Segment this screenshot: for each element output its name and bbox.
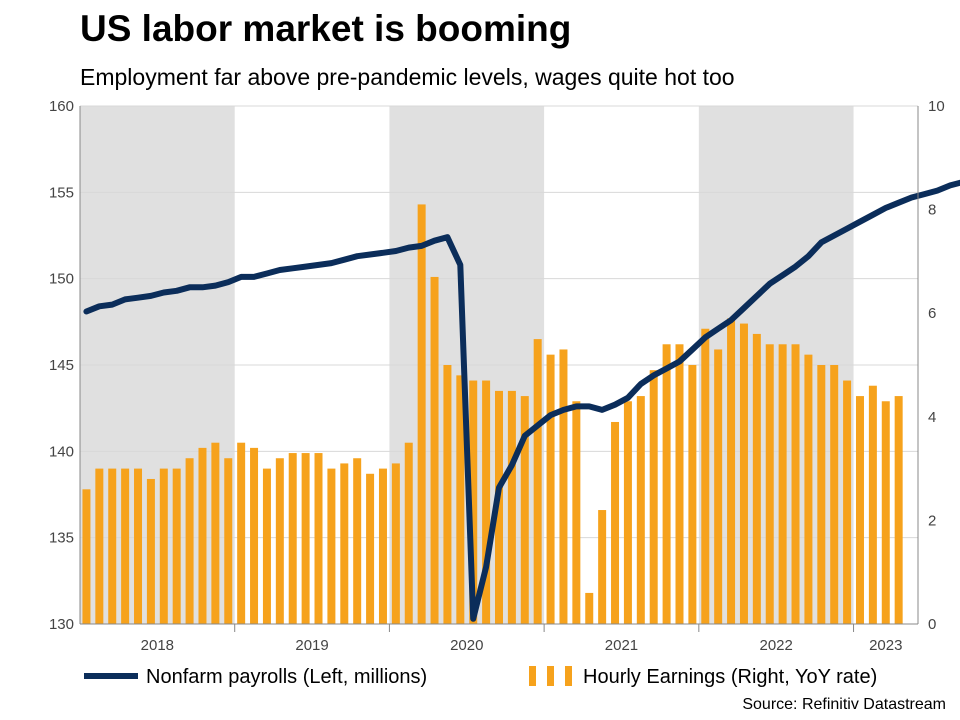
earnings-bar — [250, 447, 259, 624]
left-tick-label: 150 — [49, 271, 74, 288]
year-label: 2021 — [605, 637, 638, 654]
earnings-bar — [378, 468, 387, 624]
earnings-bar — [366, 473, 375, 624]
right-tick-label: 6 — [928, 305, 936, 322]
earnings-bar — [546, 354, 555, 624]
year-label: 2018 — [141, 637, 174, 654]
earnings-bar — [804, 354, 813, 624]
earnings-bar — [752, 333, 761, 624]
legend-bar-swatch — [547, 666, 554, 686]
earnings-bar — [82, 489, 91, 624]
earnings-bar — [301, 453, 310, 624]
earnings-bar — [469, 380, 478, 624]
earnings-bar — [688, 365, 697, 624]
earnings-bar — [211, 442, 220, 624]
axes: 130 135 140 145 150 155 160 0 2 4 6 8 10 2018 2019 2020… — [49, 98, 945, 654]
year-label: 2023 — [869, 637, 902, 654]
legend: Nonfarm payrolls (Left, millions) Hourly … — [84, 666, 877, 688]
earnings-bar — [881, 401, 890, 624]
earnings-bar — [353, 458, 362, 624]
earnings-bar — [172, 468, 181, 624]
earnings-bar — [662, 344, 671, 624]
earnings-bar — [585, 592, 594, 624]
year-label: 2019 — [295, 637, 328, 654]
earnings-bar — [791, 344, 800, 624]
earnings-bar — [185, 458, 194, 624]
earnings-bar — [417, 204, 426, 625]
earnings-bar — [894, 396, 903, 624]
earnings-bar — [778, 344, 787, 624]
payrolls-polyline — [83, 179, 960, 622]
earnings-bar — [649, 370, 658, 624]
left-tick-label: 155 — [49, 184, 74, 201]
earnings-bar — [714, 349, 723, 624]
legend-label-payrolls: Nonfarm payrolls (Left, millions) — [146, 666, 427, 688]
earnings-bar — [95, 468, 104, 624]
earnings-bar — [134, 468, 143, 624]
earnings-bar — [404, 442, 413, 624]
chart-title: US labor market is booming — [80, 8, 572, 49]
chart-subtitle: Employment far above pre-pandemic levels… — [80, 64, 735, 90]
left-tick-label: 135 — [49, 530, 74, 547]
earnings-bar — [495, 390, 503, 624]
earnings-bar — [830, 365, 839, 624]
right-tick-label: 8 — [928, 202, 936, 219]
earnings-bar — [121, 468, 130, 624]
earnings-bar — [727, 318, 736, 624]
earnings-bar — [868, 385, 877, 624]
earnings-bar — [611, 421, 620, 624]
earnings-bar — [675, 344, 684, 624]
earnings-bar — [340, 463, 349, 624]
earnings-bar — [314, 453, 323, 624]
earnings-bar — [198, 447, 207, 624]
earnings-bar — [572, 401, 581, 624]
legend-bar-swatch — [565, 666, 572, 686]
earnings-bar — [391, 463, 400, 624]
earnings-bar — [520, 396, 529, 624]
right-tick-label: 0 — [928, 616, 936, 633]
right-tick-label: 10 — [928, 98, 945, 115]
left-tick-label: 160 — [49, 98, 74, 115]
hourly-earnings-bars — [82, 204, 903, 625]
earnings-bar — [262, 468, 271, 624]
earnings-bar — [843, 380, 852, 624]
source-note: Source: Refinitiv Datastream — [742, 696, 946, 713]
earnings-bar — [507, 390, 516, 624]
earnings-bar — [430, 276, 439, 624]
earnings-bar — [443, 365, 452, 624]
earnings-bar — [224, 458, 233, 624]
nonfarm-payrolls-line — [83, 179, 960, 622]
earnings-bar — [288, 453, 297, 624]
right-tick-label: 2 — [928, 512, 936, 529]
earnings-bar — [533, 339, 542, 624]
earnings-bar — [146, 478, 155, 624]
earnings-bar — [456, 375, 465, 624]
earnings-bar — [275, 458, 284, 624]
earnings-bar — [739, 323, 748, 624]
earnings-bar — [765, 344, 774, 624]
earnings-bar — [855, 396, 864, 624]
earnings-bar — [482, 380, 491, 624]
earnings-bar — [701, 328, 710, 624]
right-tick-label: 4 — [928, 409, 936, 426]
earnings-bar — [237, 442, 246, 624]
left-tick-label: 130 — [49, 616, 74, 633]
legend-label-earnings: Hourly Earnings (Right, YoY rate) — [583, 666, 877, 688]
earnings-bar — [636, 396, 645, 624]
earnings-bar — [623, 401, 632, 624]
legend-bar-swatch — [529, 666, 536, 686]
left-tick-label: 145 — [49, 357, 74, 374]
earnings-bar — [327, 468, 336, 624]
earnings-bar — [559, 349, 568, 624]
left-tick-label: 140 — [49, 443, 74, 460]
year-label: 2020 — [450, 637, 483, 654]
earnings-bar — [159, 468, 168, 624]
year-label: 2022 — [759, 637, 792, 654]
earnings-bar — [108, 468, 117, 624]
earnings-bar — [817, 365, 826, 624]
earnings-bar — [598, 510, 607, 624]
